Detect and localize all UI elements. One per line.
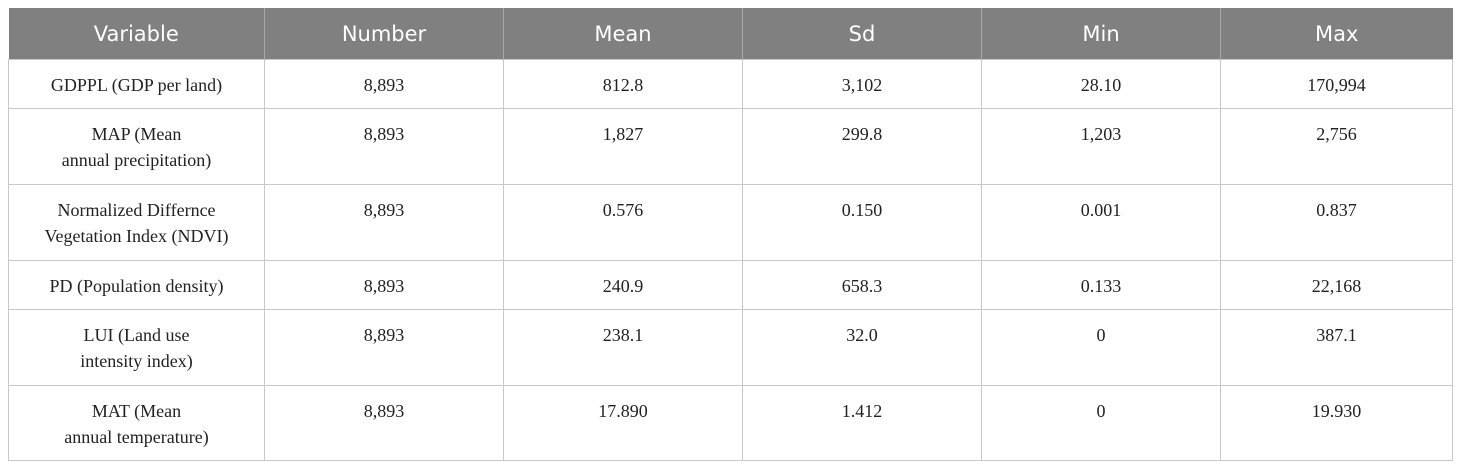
value-cell: 1,203	[981, 108, 1221, 185]
variable-cell: MAP (Mean annual precipitation)	[8, 108, 265, 185]
table-row: MAP (Mean annual precipitation) 8,893 1,827…	[8, 108, 1453, 185]
variable-cell: MAT (Mean annual temperature)	[8, 385, 265, 461]
cell-line: Vegetation Index (NDVI)	[44, 226, 229, 246]
cell-line: Normalized Differnce	[57, 200, 216, 220]
variable-cell: Normalized Differnce Vegetation Index (ND…	[8, 184, 265, 261]
value-cell: 0.133	[981, 260, 1221, 310]
header-cell: Sd	[742, 8, 982, 60]
variable-cell: LUI (Land use intensity index)	[8, 309, 265, 386]
cell-line: annual temperature)	[64, 427, 209, 447]
table-row: PD (Population density) 8,893 240.9 658.3 0.…	[8, 260, 1453, 310]
value-cell: 658.3	[742, 260, 982, 310]
table-row: MAT (Mean annual temperature) 8,893 17.890 1…	[8, 385, 1453, 461]
value-cell: 0.837	[1220, 184, 1453, 261]
value-cell: 8,893	[264, 59, 504, 109]
value-cell: 3,102	[742, 59, 982, 109]
value-cell: 0	[981, 385, 1221, 461]
table-row: LUI (Land use intensity index) 8,893 238.1 3…	[8, 309, 1453, 386]
variable-cell: PD (Population density)	[8, 260, 265, 310]
value-cell: 240.9	[503, 260, 743, 310]
value-cell: 8,893	[264, 108, 504, 185]
header-cell: Mean	[503, 8, 743, 60]
header-cell: Variable	[8, 8, 265, 60]
value-cell: 8,893	[264, 184, 504, 261]
variable-cell: GDPPL (GDP per land)	[8, 59, 265, 109]
value-cell: 8,893	[264, 260, 504, 310]
header-cell: Max	[1220, 8, 1453, 60]
table-body: GDPPL (GDP per land) 8,893 812.8 3,102 28.10…	[8, 59, 1453, 461]
header-row: Variable Number Mean Sd Min Max	[8, 8, 1453, 60]
cell-line: PD (Population density)	[49, 276, 224, 296]
value-cell: 2,756	[1220, 108, 1453, 185]
value-cell: 238.1	[503, 309, 743, 386]
value-cell: 32.0	[742, 309, 982, 386]
value-cell: 0.150	[742, 184, 982, 261]
table-row: GDPPL (GDP per land) 8,893 812.8 3,102 28.10…	[8, 59, 1453, 109]
stats-table: Variable Number Mean Sd Min Max GDPPL (GDP pe…	[8, 8, 1453, 461]
cell-line: MAP (Mean	[91, 124, 182, 144]
header-cell: Number	[264, 8, 504, 60]
cell-line: annual precipitation)	[61, 150, 212, 170]
value-cell: 8,893	[264, 385, 504, 461]
value-cell: 0	[981, 309, 1221, 386]
value-cell: 22,168	[1220, 260, 1453, 310]
value-cell: 19.930	[1220, 385, 1453, 461]
value-cell: 299.8	[742, 108, 982, 185]
value-cell: 0.001	[981, 184, 1221, 261]
value-cell: 812.8	[503, 59, 743, 109]
value-cell: 1,827	[503, 108, 743, 185]
table-row: Normalized Differnce Vegetation Index (ND…	[8, 184, 1453, 261]
value-cell: 0.576	[503, 184, 743, 261]
cell-line: intensity index)	[80, 351, 193, 371]
value-cell: 17.890	[503, 385, 743, 461]
value-cell: 170,994	[1220, 59, 1453, 109]
cell-line: MAT (Mean	[91, 401, 182, 421]
cell-line: LUI (Land use	[83, 325, 190, 345]
cell-line: GDPPL (GDP per land)	[50, 75, 223, 95]
value-cell: 1.412	[742, 385, 982, 461]
value-cell: 387.1	[1220, 309, 1453, 386]
header-cell: Min	[981, 8, 1221, 60]
value-cell: 8,893	[264, 309, 504, 386]
value-cell: 28.10	[981, 59, 1221, 109]
